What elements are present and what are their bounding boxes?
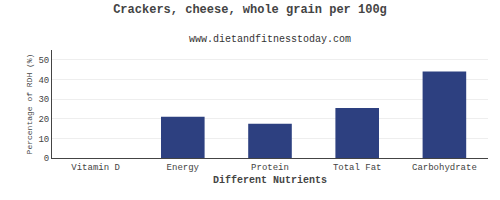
svg-text:Protein: Protein <box>251 163 289 173</box>
svg-text:20: 20 <box>38 115 49 125</box>
svg-text:Percentage of RDH (%): Percentage of RDH (%) <box>25 54 34 155</box>
svg-text:Different Nutrients: Different Nutrients <box>213 175 327 186</box>
svg-text:30: 30 <box>38 95 49 105</box>
svg-text:0: 0 <box>44 154 49 164</box>
svg-text:Vitamin D: Vitamin D <box>71 163 120 173</box>
svg-text:www.dietandfitnesstoday.com: www.dietandfitnesstoday.com <box>189 34 351 45</box>
svg-text:Carbohydrate: Carbohydrate <box>412 163 477 173</box>
svg-text:Crackers, cheese, whole grain: Crackers, cheese, whole grain per 100g <box>113 3 387 17</box>
svg-text:10: 10 <box>38 135 49 145</box>
svg-text:40: 40 <box>38 76 49 86</box>
svg-text:Total Fat: Total Fat <box>333 163 382 173</box>
svg-text:Energy: Energy <box>167 163 200 173</box>
svg-text:50: 50 <box>38 56 49 66</box>
